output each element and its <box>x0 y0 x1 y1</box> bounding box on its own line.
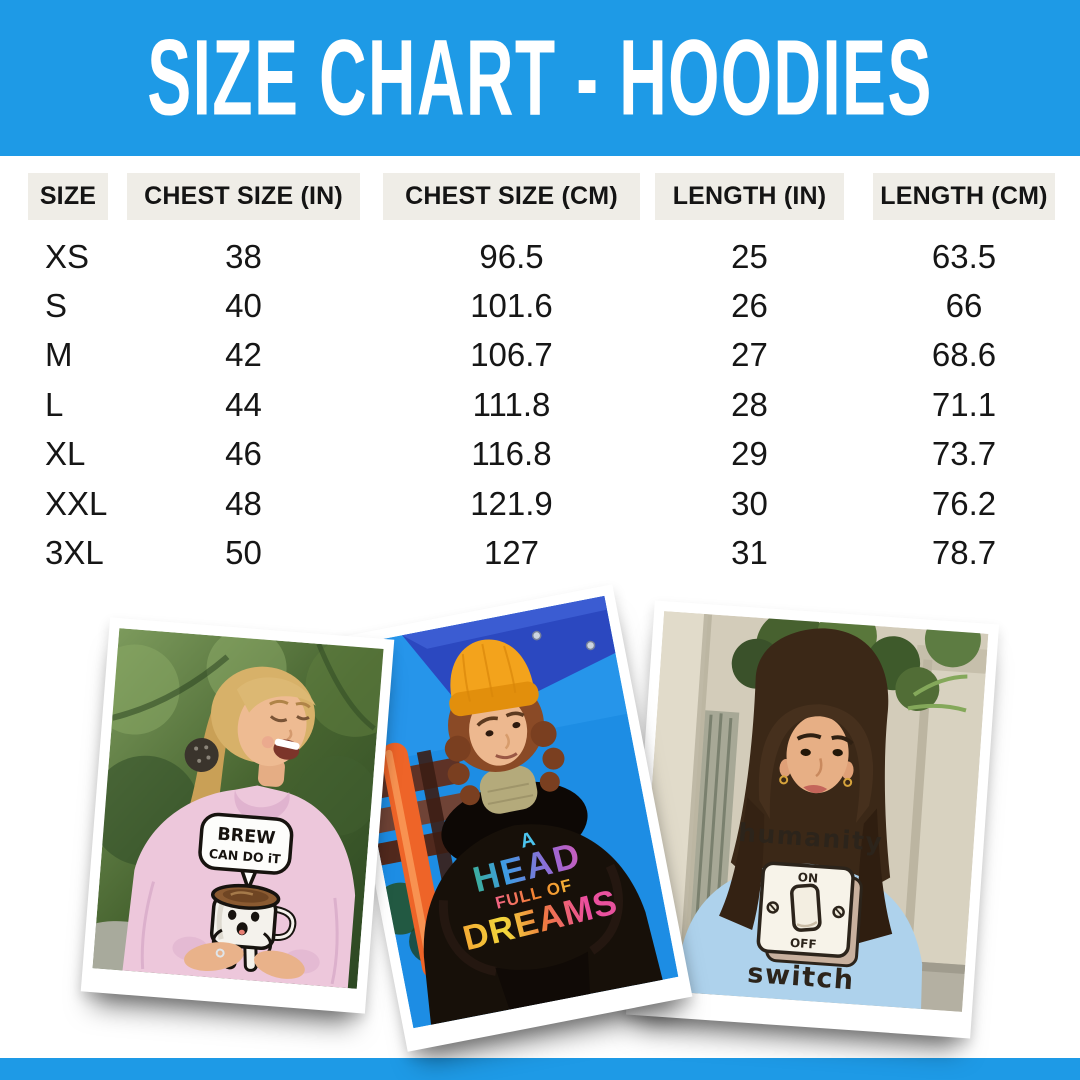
table-cell: 27 <box>731 336 768 374</box>
table-cell: 25 <box>731 237 768 275</box>
table-cell: 73.7 <box>931 435 997 473</box>
table-cell: 121.9 <box>470 484 553 522</box>
table-cell: 101.6 <box>470 287 553 325</box>
table-cell: 71.1 <box>931 385 997 423</box>
bubble-text-line2: CAN DO iT <box>208 846 281 867</box>
size-table-body: XS 38 96.5 25 63.5 S 40 101.6 26 66 M 42… <box>28 232 1055 578</box>
table-cell: 111.8 <box>472 385 551 423</box>
blue-hoodie-illustration: humanity ON OFF switch <box>637 611 989 1012</box>
table-cell: 46 <box>225 435 262 473</box>
table-cell: 66 <box>945 287 983 325</box>
table-cell: 38 <box>225 237 262 275</box>
switch-off-label: OFF <box>790 936 818 952</box>
table-cell: M <box>45 336 73 374</box>
person-in-beanie <box>423 639 663 1025</box>
column-header-length-in: LENGTH (IN) <box>655 173 844 220</box>
table-cell: 44 <box>225 385 262 423</box>
page-title: SIZE CHART - HOODIES <box>147 16 933 138</box>
header-banner: SIZE CHART - HOODIES <box>0 0 1080 156</box>
column-header-chest-cm: CHEST SIZE (CM) <box>383 173 640 220</box>
table-cell: 76.2 <box>931 484 997 522</box>
table-cell: 50 <box>225 534 262 572</box>
table-cell: 30 <box>731 484 768 522</box>
photo-blue-hoodie: humanity ON OFF switch <box>625 600 1000 1039</box>
table-cell: L <box>45 385 64 423</box>
table-cell: 29 <box>731 435 768 473</box>
design-text-a: A <box>518 828 537 853</box>
table-cell: 96.5 <box>479 237 544 275</box>
light-switch-icon: ON OFF <box>756 861 863 968</box>
earring <box>779 775 789 785</box>
curly-hair <box>444 721 565 806</box>
table-cell: 68.6 <box>931 336 997 374</box>
photo-pink-hoodie: BREW CAN DO iT <box>80 617 395 1014</box>
humanity-switch-design: humanity ON OFF switch <box>737 818 884 996</box>
bubble-text-line1: BREW <box>217 825 276 849</box>
earring <box>843 777 853 787</box>
design-text-switch: switch <box>746 958 855 996</box>
table-cell: 26 <box>731 287 768 325</box>
ring <box>215 948 225 958</box>
table-cell: XS <box>45 237 90 275</box>
table-cell: XL <box>45 435 86 473</box>
column-header-chest-in: CHEST SIZE (IN) <box>127 173 360 220</box>
size-table-header: SIZE CHEST SIZE (IN) CHEST SIZE (CM) LEN… <box>28 173 1055 220</box>
table-cell: 106.7 <box>470 336 553 374</box>
table-cell: 78.7 <box>931 534 997 572</box>
woman-laughing <box>181 666 316 844</box>
column-header-size: SIZE <box>28 173 108 220</box>
hands <box>172 936 320 979</box>
table-cell: 28 <box>731 385 768 423</box>
switch-on-label: ON <box>797 870 818 885</box>
table-cell: 40 <box>225 287 262 325</box>
table-cell: 42 <box>225 336 262 374</box>
table-cell: S <box>45 287 68 325</box>
photo-black-hoodie: A HEAD FULL OF DREAMS <box>327 584 693 1052</box>
black-hoodie-illustration: A HEAD FULL OF DREAMS <box>339 595 679 1029</box>
table-cell: 48 <box>225 484 262 522</box>
column-header-length-cm: LENGTH (CM) <box>873 173 1055 220</box>
pink-hoodie-illustration: BREW CAN DO iT <box>92 628 384 989</box>
kangaroo-pocket <box>495 951 591 1010</box>
scrunchie <box>184 737 219 772</box>
speech-bubble: BREW CAN DO iT <box>198 812 294 891</box>
table-cell: 63.5 <box>931 237 997 275</box>
table-cell: 31 <box>731 534 768 572</box>
table-cell: XXL <box>45 484 108 522</box>
footer-bar <box>0 1058 1080 1080</box>
table-cell: 3XL <box>45 534 104 572</box>
table-cell: 116.8 <box>471 435 552 473</box>
table-cell: 127 <box>483 534 540 572</box>
